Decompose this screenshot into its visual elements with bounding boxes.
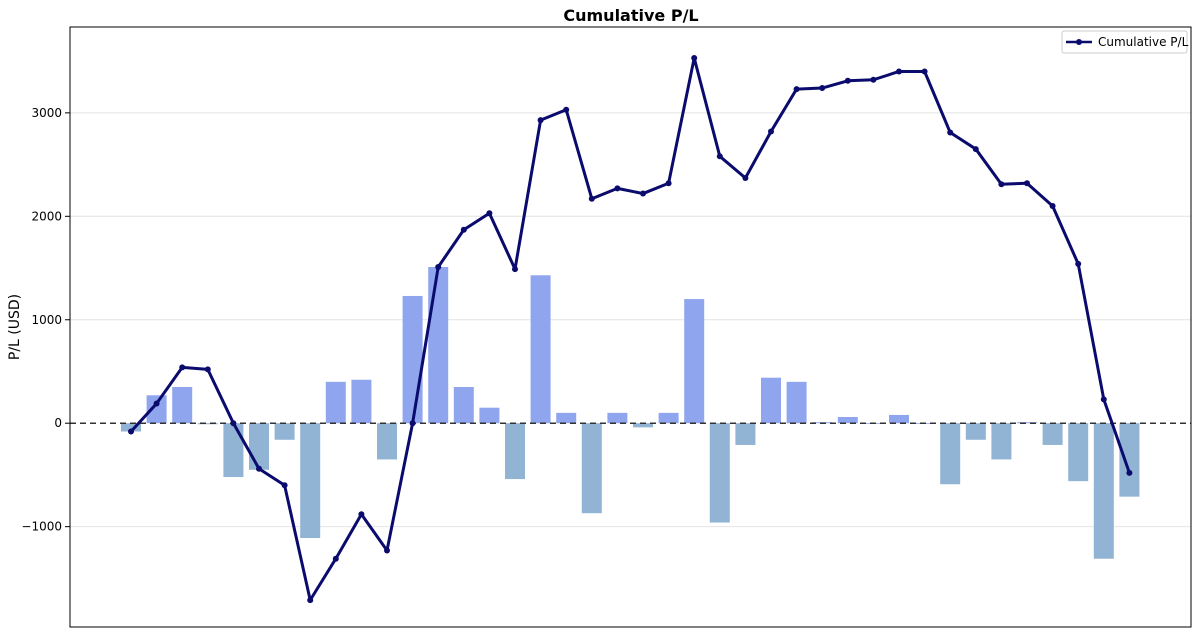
cumulative-pl-point	[844, 77, 851, 84]
cumulative-pl-point	[665, 180, 672, 187]
cumulative-pl-point	[998, 181, 1005, 188]
cumulative-pl-point	[1100, 396, 1107, 403]
cumulative-pl-point	[614, 185, 621, 192]
chart-title: Cumulative P/L	[563, 6, 698, 25]
y-tick-label: 1000	[31, 313, 62, 327]
pl-bar	[556, 412, 577, 424]
grid-layer	[70, 112, 1191, 528]
legend-box	[1061, 30, 1188, 54]
pl-bar	[249, 423, 269, 470]
pl-bar	[837, 417, 858, 424]
cumulative-pl-point	[230, 420, 237, 427]
pl-bar	[146, 395, 167, 424]
pl-bar	[735, 423, 756, 445]
pl-bar	[889, 414, 909, 424]
cumulative-pl-point	[819, 85, 826, 92]
pl-bar	[1042, 423, 1063, 445]
pl-bar	[300, 423, 321, 539]
cumulative-pl-point	[460, 226, 467, 233]
pl-bar	[197, 423, 218, 425]
pl-bar	[479, 407, 500, 424]
cumulative-pl-point	[563, 106, 570, 113]
legend: Cumulative P/L	[1061, 30, 1189, 54]
cumulative-pl-point	[921, 68, 928, 75]
cumulative-pl-point	[307, 597, 314, 604]
cumulative-pl-point	[256, 465, 262, 472]
cumulative-pl-point	[358, 511, 365, 518]
cumulative-pl-point	[870, 76, 877, 83]
y-axis-label: P/L (USD)	[7, 294, 23, 360]
pl-bar	[325, 381, 346, 424]
pl-bar	[1068, 423, 1089, 482]
cumulative-pl-point	[947, 129, 954, 136]
pl-bar	[965, 423, 986, 440]
cumulative-pl-point	[281, 482, 288, 489]
cumulative-pl-point	[1126, 469, 1133, 476]
cumulative-pl-point	[793, 86, 800, 93]
cumulative-pl-point	[1075, 260, 1082, 267]
legend-entry-cumulative-pl: Cumulative P/L	[1098, 35, 1189, 49]
pl-bar	[991, 423, 1012, 460]
cumulative-pl-point	[486, 210, 493, 217]
cumulative-pl-point	[1049, 202, 1056, 209]
y-tick-label: −1000	[21, 520, 62, 534]
y-tick-label: 3000	[31, 106, 62, 120]
plot-frame	[69, 26, 1192, 628]
y-tick-label: 2000	[31, 209, 62, 223]
cumulative-pl-point	[691, 55, 698, 62]
pl-bar	[761, 377, 781, 424]
pl-bar	[377, 423, 397, 460]
pl-bar	[428, 267, 449, 424]
cumulative-pl-point	[435, 264, 442, 270]
pl-bar	[402, 295, 423, 424]
cumulative-pl-point	[1024, 180, 1030, 187]
cumulative-pl-line	[129, 56, 1131, 602]
pl-bar	[351, 379, 372, 424]
cumulative-pl-point	[153, 400, 160, 407]
cumulative-pl-point	[768, 128, 774, 135]
pl-bar	[709, 423, 730, 523]
pl-bar	[581, 423, 602, 514]
cumulative-pl-point	[204, 366, 211, 373]
cumulative-pl-point	[742, 175, 749, 182]
pl-bar	[684, 299, 705, 424]
pl-bar	[940, 423, 961, 485]
cumulative-pl-point	[896, 68, 902, 75]
cumulative-pl-point	[537, 117, 544, 124]
bars-layer	[121, 267, 1140, 559]
cumulative-pl-point	[972, 146, 979, 153]
y-axis: −1000 0 1000 2000 3000	[21, 106, 70, 534]
cumulative-pl-point	[332, 555, 339, 562]
cumulative-pl-point	[512, 266, 518, 273]
legend-marker	[1076, 39, 1082, 45]
pl-bar	[658, 412, 679, 424]
cumulative-pl-point	[716, 153, 723, 160]
pl-bar	[786, 381, 807, 424]
pl-bar	[121, 423, 141, 432]
y-tick-label: 0	[54, 416, 62, 430]
pl-bar	[607, 412, 628, 424]
pl-bar	[453, 387, 474, 424]
cumulative-pl-point	[588, 195, 595, 202]
pl-bar	[223, 423, 244, 477]
pl-bar	[633, 423, 653, 428]
pl-bar	[1017, 422, 1037, 424]
pl-bar	[530, 275, 551, 424]
pl-bar	[505, 423, 525, 480]
cumulative-pl-point	[409, 420, 416, 427]
pl-bar	[172, 387, 193, 424]
pl-bar	[1093, 423, 1114, 559]
cumulative-pl-point	[640, 190, 646, 197]
pl-bar	[1119, 423, 1140, 497]
pl-bar	[274, 423, 295, 440]
cumulative-pl-point	[128, 428, 134, 435]
line-layer	[128, 55, 1133, 604]
cumulative-pl-point	[179, 364, 186, 371]
cumulative-pl-point	[384, 547, 390, 554]
